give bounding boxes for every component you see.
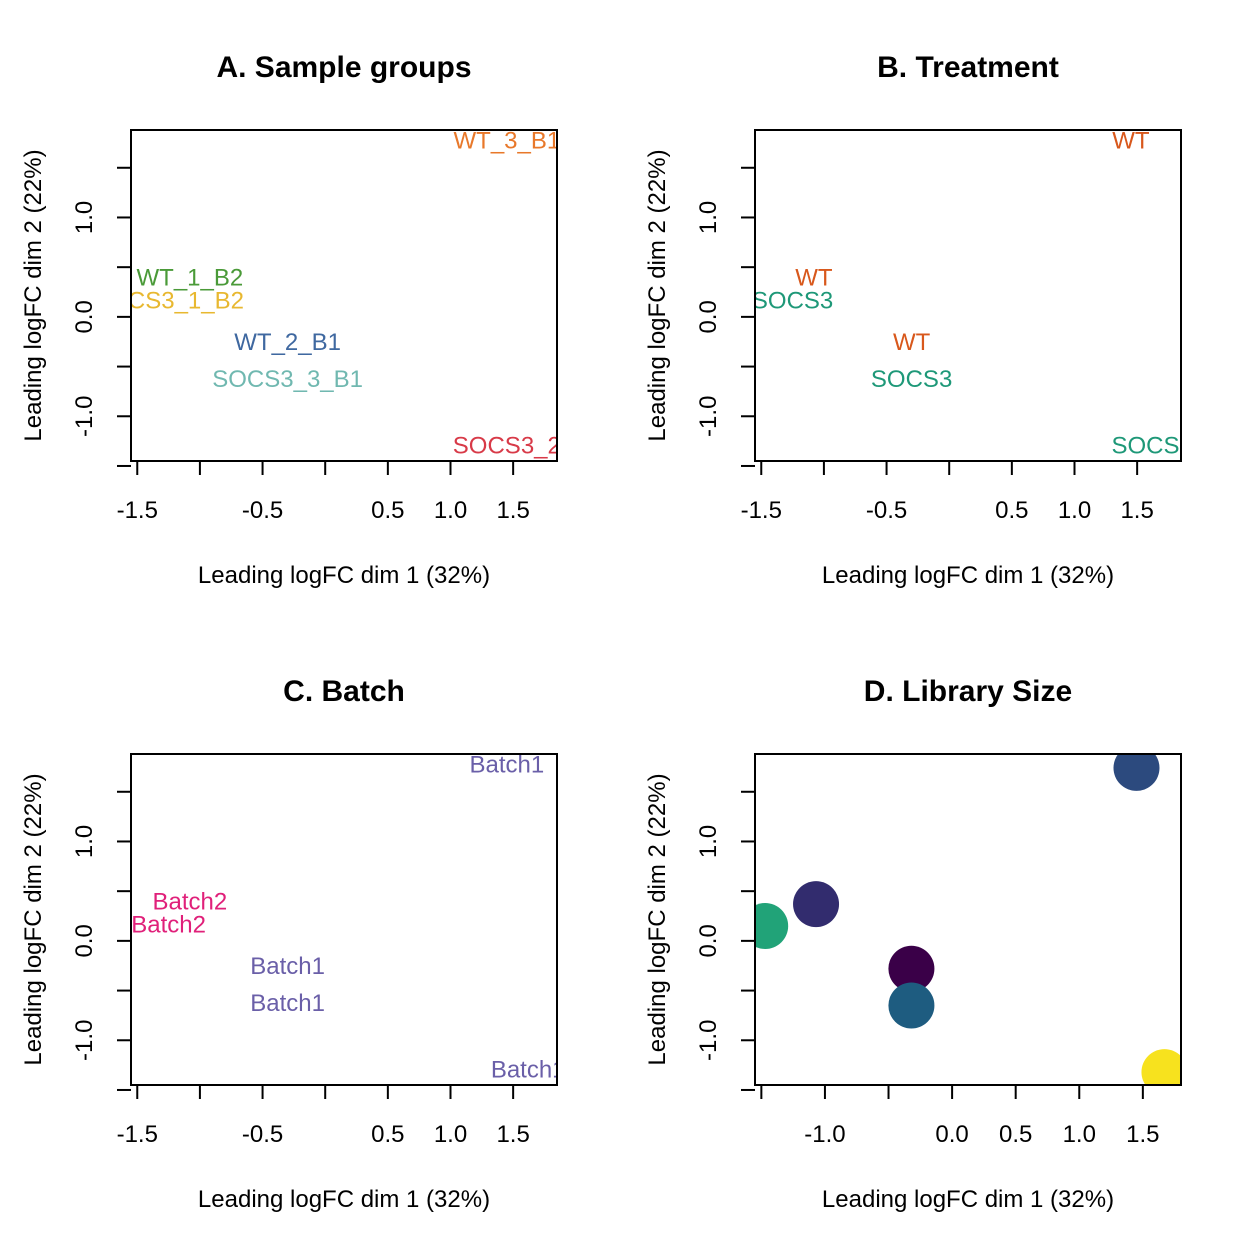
x-tick-label: -1.5 xyxy=(117,1121,158,1148)
x-tick-label: 0.5 xyxy=(995,497,1028,524)
x-tick-label: 1.0 xyxy=(1058,497,1091,524)
point-label: WT_3_B1 xyxy=(454,127,561,154)
y-axis-label: Leading logFC dim 2 (22%) xyxy=(644,149,671,441)
point-label: Batch2 xyxy=(131,911,206,938)
data-point xyxy=(793,881,840,928)
data-point xyxy=(1113,754,1160,791)
y-tick-label: 0.0 xyxy=(695,300,722,333)
x-tick-label: -0.5 xyxy=(866,497,907,524)
x-tick-label: 0.5 xyxy=(371,497,404,524)
plot-points xyxy=(755,754,1181,1085)
x-axis-label: Leading logFC dim 1 (32%) xyxy=(822,1186,1114,1213)
point-label: SOCS3_3_B1 xyxy=(212,366,363,393)
plot-frame xyxy=(754,129,1182,462)
y-tick-label: 1.0 xyxy=(695,825,722,858)
data-point xyxy=(888,945,935,992)
point-label: SOCS3_2_B1 xyxy=(453,433,604,460)
x-tick-label: -1.5 xyxy=(117,497,158,524)
x-axis-label: Leading logFC dim 1 (32%) xyxy=(198,562,490,589)
plot-frame xyxy=(130,753,558,1086)
point-label: SOCS3 xyxy=(871,366,952,393)
x-axis-label: Leading logFC dim 1 (32%) xyxy=(198,1186,490,1213)
y-tick-label: 1.0 xyxy=(71,825,98,858)
x-tick-label: 1.0 xyxy=(434,1121,467,1148)
x-tick-label: 1.5 xyxy=(496,1121,529,1148)
point-label: WT_2_B1 xyxy=(234,329,341,356)
point-label: WT xyxy=(1112,127,1150,154)
chart-title: C. Batch xyxy=(283,675,405,708)
x-tick-label: 0.5 xyxy=(999,1121,1032,1148)
y-tick-label: 0.0 xyxy=(71,300,98,333)
chart-title: B. Treatment xyxy=(877,51,1059,84)
panel-c: C. Batch Leading logFC dim 1 (32%) Leading… xyxy=(20,675,566,1213)
point-label: WT_1_B2 xyxy=(137,265,244,292)
point-label: WT xyxy=(795,265,833,292)
y-axis-label: Leading logFC dim 2 (22%) xyxy=(644,773,671,1065)
x-tick-label: -0.5 xyxy=(242,497,283,524)
x-axis-label: Leading logFC dim 1 (32%) xyxy=(822,562,1114,589)
y-tick-label: 0.0 xyxy=(695,924,722,957)
x-tick-label: 1.5 xyxy=(1126,1121,1159,1148)
x-tick-label: -1.5 xyxy=(741,497,782,524)
point-label: Batch2 xyxy=(153,889,228,916)
y-tick-label: -1.0 xyxy=(695,1020,722,1061)
y-axis-label: Leading logFC dim 2 (22%) xyxy=(20,149,47,441)
y-tick-label: -1.0 xyxy=(71,396,98,437)
x-tick-label: 1.5 xyxy=(1120,497,1153,524)
point-label: Batch1 xyxy=(250,990,325,1017)
chart-title: D. Library Size xyxy=(864,675,1072,708)
plot-frame xyxy=(130,129,558,462)
y-axis-label: Leading logFC dim 2 (22%) xyxy=(20,773,47,1065)
point-label: SOCS3_1_B2 xyxy=(93,287,244,314)
point-label: WT xyxy=(893,329,931,356)
y-tick-label: -1.0 xyxy=(695,396,722,437)
x-tick-label: -0.5 xyxy=(242,1121,283,1148)
y-tick-label: -1.0 xyxy=(71,1020,98,1061)
data-point xyxy=(888,982,935,1029)
y-tick-label: 1.0 xyxy=(71,201,98,234)
point-label: SOCS3 xyxy=(1111,433,1192,460)
point-label: SOCS3 xyxy=(752,287,833,314)
point-label: Batch1 xyxy=(470,751,545,778)
plot-frame xyxy=(754,753,1182,1086)
x-tick-label: -1.0 xyxy=(804,1121,845,1148)
chart-title: A. Sample groups xyxy=(216,51,471,84)
point-label: Batch1 xyxy=(491,1057,566,1084)
x-tick-label: 0.5 xyxy=(371,1121,404,1148)
x-tick-label: 1.5 xyxy=(496,497,529,524)
x-tick-label: 0.0 xyxy=(935,1121,968,1148)
y-tick-label: 0.0 xyxy=(71,924,98,957)
x-tick-label: 1.0 xyxy=(434,497,467,524)
panel-b: B. Treatment Leading logFC dim 1 (32%) Lea… xyxy=(644,51,1192,589)
data-point xyxy=(1141,1049,1181,1085)
data-point xyxy=(755,902,789,949)
y-tick-label: 1.0 xyxy=(695,201,722,234)
point-label: Batch1 xyxy=(250,953,325,980)
panel-a: A. Sample groups Leading logFC dim 1 (32%… xyxy=(20,51,604,589)
panel-d: D. Library Size Leading logFC dim 1 (32%)… xyxy=(644,675,1182,1213)
x-tick-label: 1.0 xyxy=(1063,1121,1096,1148)
